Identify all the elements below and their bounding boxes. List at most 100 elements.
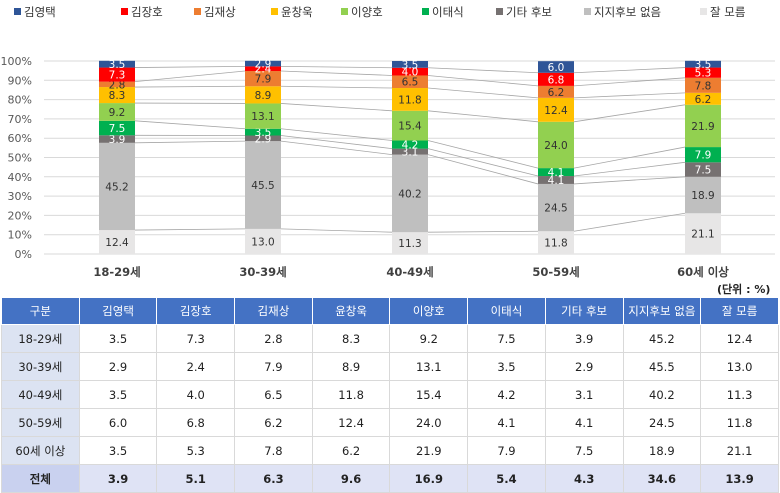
table-cell: 3.9: [79, 465, 157, 493]
series-connector-line: [574, 213, 685, 231]
data-label: 6.0: [548, 62, 565, 74]
y-tick-label: 0%: [15, 248, 32, 261]
data-label: 3.9: [109, 134, 126, 146]
series-connector-line: [135, 121, 245, 129]
data-label: 24.5: [544, 203, 567, 215]
data-label: 4.1: [548, 167, 565, 179]
series-connector-line: [428, 141, 538, 169]
legend-label: 김장호: [131, 5, 163, 19]
data-label: 3.5: [695, 59, 712, 71]
legend-swatch: [121, 8, 128, 15]
legend-swatch: [496, 8, 503, 15]
legend-swatch: [700, 8, 707, 15]
y-tick-label: 50%: [8, 152, 32, 165]
table-cell: 3.5: [79, 325, 157, 353]
table-cell: 24.5: [623, 409, 701, 437]
data-label: 7.8: [695, 80, 712, 92]
data-label: 3.5: [402, 59, 419, 71]
table-cell: 11.3: [701, 381, 779, 409]
table-cell: 2.4: [157, 353, 235, 381]
table-cell: 7.8: [235, 437, 313, 465]
table-cell: 3.5: [79, 437, 157, 465]
table-cell: 30-39세: [2, 353, 80, 381]
legend-swatch: [422, 8, 429, 15]
series-connector-line: [281, 135, 392, 148]
data-label: 13.1: [251, 111, 274, 123]
table-cell: 5.4: [468, 465, 546, 493]
table-header-cell: 김영택: [79, 298, 157, 325]
data-label: 45.2: [105, 181, 128, 193]
data-label: 21.9: [691, 121, 714, 133]
data-label: 12.4: [105, 237, 129, 249]
data-label: 13.0: [251, 236, 274, 248]
table-cell: 전체: [2, 465, 80, 493]
table-cell: 2.9: [545, 353, 623, 381]
legend-swatch: [584, 8, 591, 15]
data-label: 6.2: [548, 87, 565, 99]
y-tick-label: 60%: [8, 132, 32, 145]
table-header-cell: 윤창욱: [312, 298, 390, 325]
series-connector-line: [428, 149, 538, 176]
legend-label: 잘 모름: [710, 5, 745, 19]
table-cell: 50-59세: [2, 409, 80, 437]
legend-swatch: [194, 8, 201, 15]
legend-label: 김영택: [24, 5, 56, 19]
table-header-cell: 기타 후보: [545, 298, 623, 325]
table-cell: 12.4: [701, 325, 779, 353]
y-tick-label: 70%: [8, 113, 32, 126]
table-cell: 12.4: [312, 409, 390, 437]
data-label: 3.5: [255, 127, 272, 139]
x-tick-label: 30-39세: [239, 265, 286, 279]
table-cell: 5.1: [157, 465, 235, 493]
legend-label: 기타 후보: [506, 5, 552, 19]
table-header-cell: 이태식: [468, 298, 546, 325]
x-tick-label: 18-29세: [93, 265, 140, 279]
y-tick-label: 30%: [8, 190, 32, 203]
table-cell: 45.2: [623, 325, 701, 353]
table-cell: 13.9: [701, 465, 779, 493]
data-label: 11.8: [398, 94, 421, 106]
table-cell: 7.9: [235, 353, 313, 381]
table-cell: 8.3: [312, 325, 390, 353]
table-header-cell: 지지후보 없음: [623, 298, 701, 325]
data-label: 8.3: [109, 90, 126, 102]
data-label: 7.5: [109, 123, 126, 135]
series-connector-line: [135, 229, 245, 230]
table-cell: 60세 이상: [2, 437, 80, 465]
data-label: 7.9: [695, 150, 712, 162]
table-cell: 9.6: [312, 465, 390, 493]
table-cell: 4.0: [157, 381, 235, 409]
table-cell: 40.2: [623, 381, 701, 409]
table-cell: 21.1: [701, 437, 779, 465]
table-cell: 15.4: [390, 381, 468, 409]
table-cell: 16.9: [390, 465, 468, 493]
series-connector-line: [135, 66, 245, 67]
table-cell: 24.0: [390, 409, 468, 437]
data-label: 18.9: [691, 190, 714, 202]
series-connector-line: [574, 177, 685, 184]
data-label: 24.0: [544, 140, 567, 152]
table-cell: 9.2: [390, 325, 468, 353]
series-connector-line: [281, 141, 392, 155]
table-cell: 7.5: [468, 325, 546, 353]
y-tick-label: 80%: [8, 94, 32, 107]
series-connector-line: [281, 66, 392, 67]
series-connector-line: [428, 231, 538, 232]
legend-label: 지지후보 없음: [594, 5, 661, 19]
table-cell: 6.0: [79, 409, 157, 437]
table-cell: 6.5: [235, 381, 313, 409]
table-cell: 6.8: [157, 409, 235, 437]
table-cell: 3.1: [545, 381, 623, 409]
series-connector-line: [281, 103, 392, 110]
series-connector-line: [574, 162, 685, 176]
table-cell: 3.9: [545, 325, 623, 353]
x-tick-label: 50-59세: [532, 265, 579, 279]
legend-label: 윤창욱: [281, 5, 313, 19]
y-tick-label: 10%: [8, 229, 32, 242]
data-label: 7.3: [109, 70, 126, 82]
